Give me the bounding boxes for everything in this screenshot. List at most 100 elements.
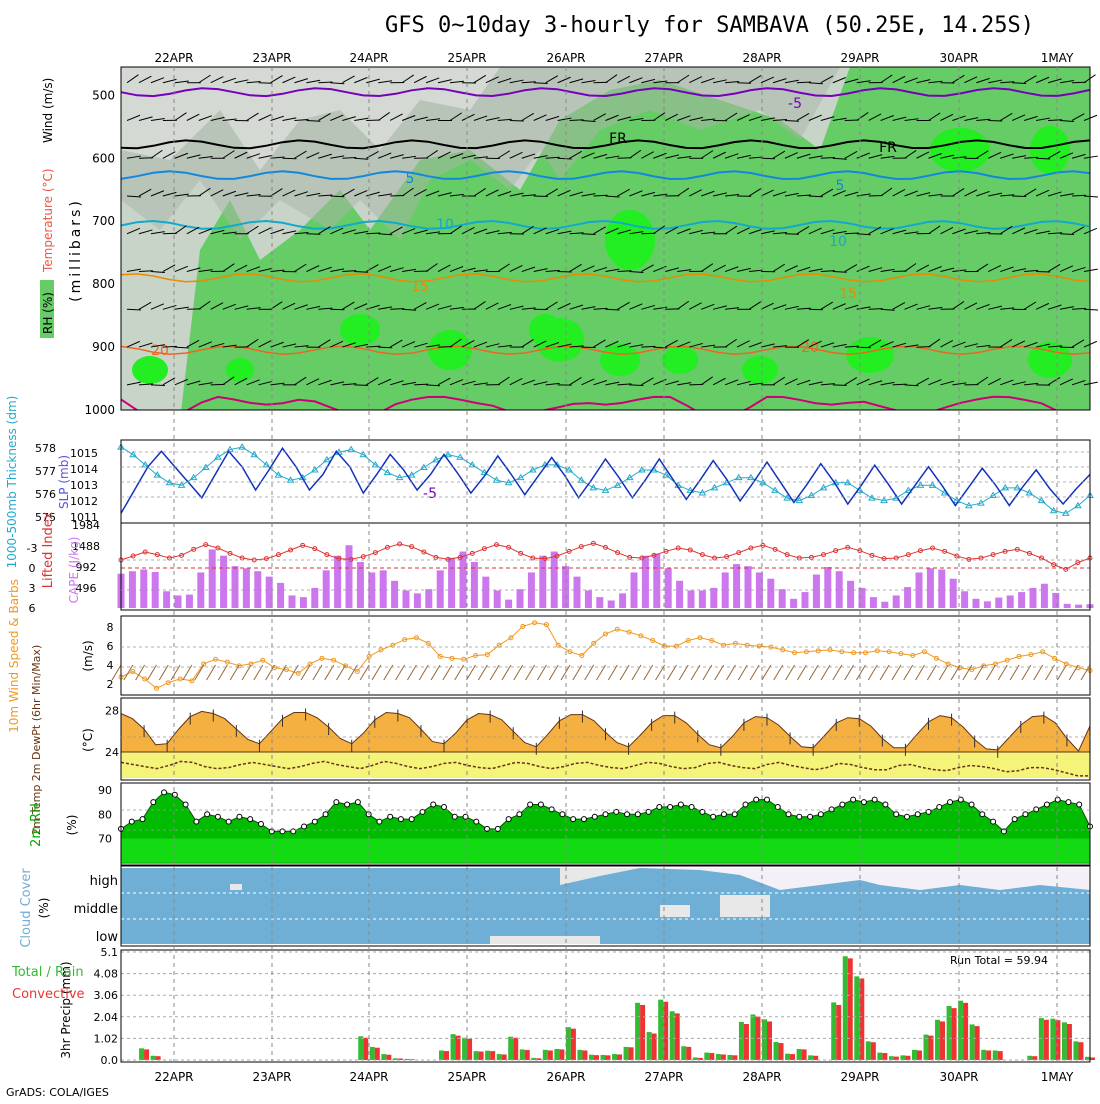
rh2m-marker xyxy=(818,812,823,817)
precip-convective-bar xyxy=(1032,1056,1037,1060)
slp-tick: 1013 xyxy=(70,479,98,492)
precip-convective-bar xyxy=(548,1050,553,1060)
precip-convective-bar xyxy=(998,1051,1003,1060)
cape-bar xyxy=(779,589,786,608)
precip-convective-bar xyxy=(963,1003,968,1060)
precip-convective-bar xyxy=(882,1053,887,1060)
precip-label-convective: Convective xyxy=(12,987,85,1002)
precip-convective-bar xyxy=(502,1054,507,1060)
precip-total-bar xyxy=(381,1054,386,1060)
date-label-bottom: 30APR xyxy=(939,1070,978,1084)
cloud-high-gap xyxy=(230,884,242,890)
cape-bar xyxy=(870,597,877,608)
precip-total-bar xyxy=(785,1054,790,1060)
precip-total-bar xyxy=(935,1020,940,1060)
date-label-bottom: 29APR xyxy=(840,1070,879,1084)
date-label-top: 1MAY xyxy=(1041,51,1074,65)
rh2m-marker xyxy=(151,800,156,805)
cape-bar xyxy=(277,583,284,608)
cape-bar xyxy=(403,590,410,608)
cape-bar xyxy=(619,593,626,608)
legend-wind: Wind (m/s) xyxy=(41,78,55,143)
cape-bar xyxy=(289,595,296,608)
rh-moist-blob xyxy=(662,346,698,374)
rh2m-marker xyxy=(1077,802,1082,807)
li-tick: 3 xyxy=(29,582,36,595)
rh2m-marker xyxy=(603,812,608,817)
cape-bar xyxy=(950,579,957,608)
cape-bar xyxy=(665,568,672,608)
precip-total-bar xyxy=(739,1022,744,1060)
rh2m-marker xyxy=(872,797,877,802)
upper-lower-blank xyxy=(121,410,1090,440)
wind-tick: 8 xyxy=(107,621,114,634)
rh-moist-blob xyxy=(742,356,778,384)
cape-bar xyxy=(346,545,353,608)
li-axis-label: Lifted Index xyxy=(41,511,56,588)
cape-bar xyxy=(1064,604,1071,608)
rh2m-marker xyxy=(797,814,802,819)
cape-tick: 1984 xyxy=(72,519,100,532)
rh2m-marker xyxy=(657,804,662,809)
wind-axis-label: 10m Wind Speed & Barbs xyxy=(7,579,21,733)
cape-bar xyxy=(881,602,888,608)
temp-tick: 24 xyxy=(105,746,119,759)
cape-axis-label: CAPE (J/kg) xyxy=(67,537,81,604)
cape-bar xyxy=(973,599,980,608)
precip-total-bar xyxy=(566,1027,571,1060)
rh2m-marker xyxy=(915,812,920,817)
cape-bar xyxy=(813,575,820,608)
precip-convective-bar xyxy=(375,1048,380,1060)
precip-total-bar xyxy=(704,1053,709,1060)
precip-total-bar xyxy=(462,1038,467,1060)
cape-bar xyxy=(688,590,695,608)
rh2m-marker xyxy=(560,812,565,817)
precip-total-bar xyxy=(554,1049,559,1060)
rh2m-lower-band xyxy=(121,839,1090,863)
cape-bar xyxy=(790,599,797,608)
precip-total-bar xyxy=(866,1041,871,1060)
precip-convective-bar xyxy=(386,1055,391,1060)
rh-moist-blob xyxy=(930,128,990,172)
wind-tick: 4 xyxy=(107,659,114,672)
precip-convective-bar xyxy=(686,1047,691,1060)
cape-bar xyxy=(653,554,660,608)
cape-bar xyxy=(482,577,489,608)
precip-convective-bar xyxy=(917,1050,922,1060)
dewpoint-fill xyxy=(121,752,1090,778)
pressure-tick: 1000 xyxy=(84,403,115,417)
precip-label-total: Total / Rain xyxy=(11,965,84,980)
precip-convective-bar xyxy=(779,1043,784,1060)
precip-convective-bar xyxy=(1090,1057,1095,1060)
precip-convective-bar xyxy=(802,1049,807,1060)
precip-convective-bar xyxy=(836,1005,841,1060)
precip-convective-bar xyxy=(525,1050,530,1060)
precip-convective-bar xyxy=(732,1055,737,1060)
precip-total-bar xyxy=(370,1047,375,1060)
precip-total-bar xyxy=(647,1032,652,1060)
run-total-label: Run Total = 59.94 xyxy=(950,954,1048,967)
cape-bar xyxy=(767,579,774,608)
precip-total-bar xyxy=(1039,1018,1044,1060)
precip-convective-bar xyxy=(156,1056,161,1060)
precip-total-bar xyxy=(750,1014,755,1060)
rh2m-marker xyxy=(711,814,716,819)
rh2m-marker xyxy=(754,797,759,802)
cloud-level-label: low xyxy=(96,930,119,945)
isotherm-label: FR xyxy=(609,131,627,147)
precip-convective-bar xyxy=(871,1042,876,1060)
date-label-bottom: 26APR xyxy=(546,1070,585,1084)
precip-total-bar xyxy=(474,1051,479,1060)
precip-convective-bar xyxy=(1078,1042,1083,1060)
date-label-top: 23APR xyxy=(252,51,291,65)
precip-convective-bar xyxy=(709,1053,714,1060)
cape-bar xyxy=(517,589,524,608)
rh-moist-blob xyxy=(605,210,655,270)
precip-convective-bar xyxy=(975,1026,980,1060)
rh2m-marker xyxy=(635,812,640,817)
cape-bar xyxy=(175,595,182,608)
cloud-unit-label: (%) xyxy=(37,898,51,919)
cape-bar xyxy=(129,571,136,608)
li-tick: 6 xyxy=(29,602,36,615)
precip-convective-bar xyxy=(582,1050,587,1060)
